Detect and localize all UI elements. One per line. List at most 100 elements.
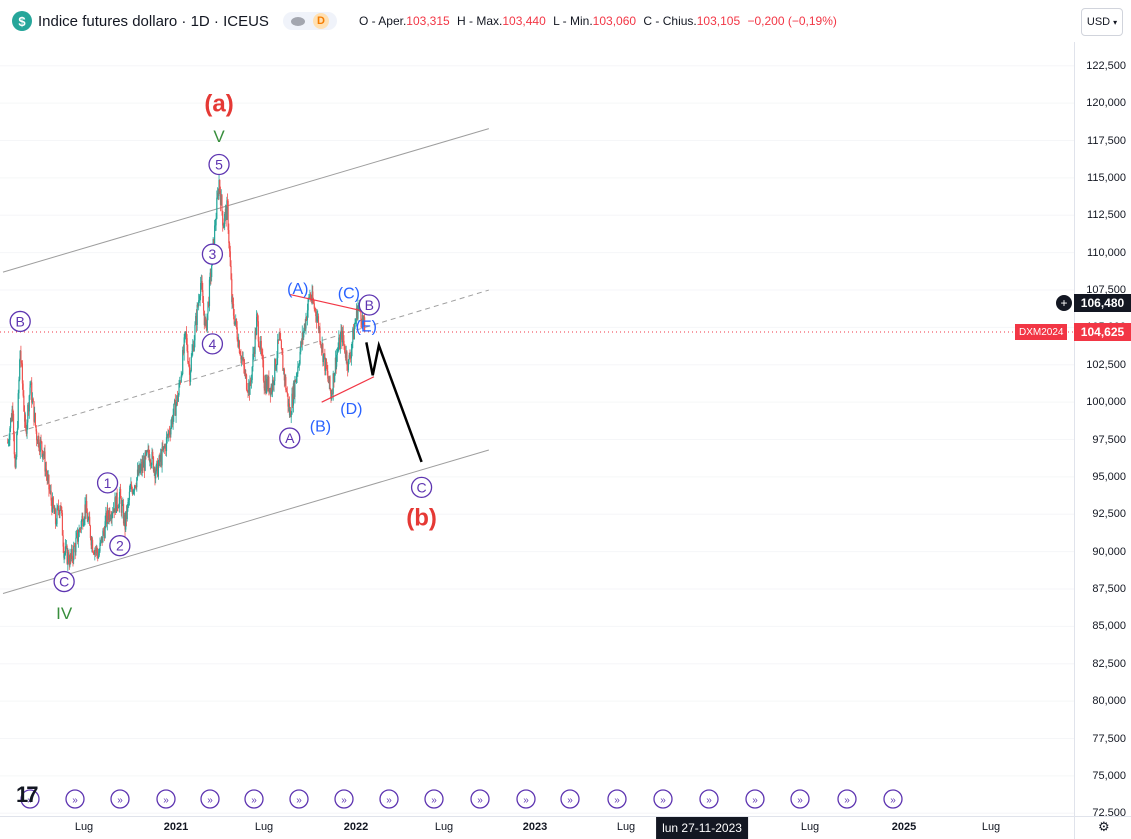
event-marker-arrow: » [752,795,758,806]
visibility-toggle[interactable]: D [282,12,337,30]
candle-body [234,321,236,325]
candle-body [351,342,353,350]
candle-body [124,515,126,530]
candle-body [272,379,274,386]
candle-body [10,418,12,421]
candle-body [226,200,228,220]
candle-body [332,373,334,394]
candle-body [90,537,92,546]
candle-body [86,512,89,522]
candle-body [200,280,202,284]
tradingview-logo[interactable]: 17 [16,782,39,807]
dividends-badge[interactable]: D [312,13,329,29]
eye-icon[interactable] [290,16,305,26]
candle-body [194,324,196,341]
candle-body [344,352,347,358]
candle-body [120,498,122,513]
event-marker-icon [699,789,719,809]
candle-body [232,303,235,316]
candle-body [42,453,44,458]
candle-body [65,545,67,547]
candle-body [256,317,258,335]
candle-body [140,463,143,472]
candle-body [250,379,253,382]
candle-body [346,351,348,365]
candle-body [51,497,54,512]
candle-body [159,455,161,462]
candle-body [263,388,266,391]
event-marker-arrow: » [163,795,169,806]
candle-body [310,294,312,300]
candle-body [112,512,114,514]
wave-circle-3 [201,243,224,265]
candle-body [294,379,296,397]
wave-circle-A [279,427,301,449]
candle-body [12,409,14,414]
candle-body [136,477,138,488]
candle-body [88,516,90,520]
candle-body [24,411,26,422]
candle-body [24,419,27,428]
candle-body [222,211,224,226]
wave-label-V: V [213,127,225,146]
candle-body [283,369,285,381]
candle-body [215,218,217,226]
candle-body [262,354,264,361]
candle-body [117,506,119,508]
candle-body [54,509,56,514]
candle-body [178,383,180,395]
candle-body [140,463,142,469]
candle-body [72,558,74,561]
open-value: 103,315 [406,14,450,28]
candle-body [157,461,159,477]
candle-body [266,378,268,393]
wave-label-(a): (a) [204,91,233,118]
candle-body [260,340,262,352]
triangle-line-0 [290,293,370,314]
channel-line-upper [2,128,489,273]
event-marker-icon [244,789,264,809]
gear-icon[interactable]: ⚙ [1098,819,1110,834]
wave-circle-C [53,570,75,593]
candle-body [216,197,218,219]
candle-body [157,464,160,477]
wave-circle-5 [208,153,230,176]
candle-body [185,331,187,333]
candle-body [136,469,139,478]
symbol-title[interactable]: Indice futures dollaro · 1D · ICEUS [38,12,269,30]
price-tick: 100,000 [1086,396,1126,409]
candle-body [176,395,178,405]
event-marker-icon [470,789,490,809]
candle-body [67,552,70,563]
candle-body [232,297,234,304]
candle-body [87,519,89,522]
price-tick: 75,000 [1092,769,1126,782]
candle-body [168,431,170,436]
candle-body [286,391,288,394]
price-axis[interactable]: 122,500 120,000 117,500 115,000 112,500 110,0… [1074,42,1131,819]
candle-body [290,414,292,418]
event-marker-arrow: » [890,795,896,806]
candle-body [160,454,162,462]
candle-body [291,393,293,415]
candle-body [280,339,282,341]
event-marker-arrow: » [431,795,437,806]
candle-body [167,434,169,436]
currency-selector[interactable]: USD ▾ [1081,8,1123,36]
candle-body [118,497,120,508]
time-axis[interactable]: Lug 2021 Lug 2022 Lug 2023 Lug Lug 2025 Lug lun 27… [0,816,1074,839]
chevron-down-icon: ▾ [1113,17,1118,27]
candle-body [283,369,285,371]
candle-body [319,327,321,343]
candle-body [14,454,16,467]
candle-body [13,434,15,455]
candle-body [33,401,35,422]
candle-body [214,225,216,227]
add-alert-plus-icon[interactable]: + [1055,294,1073,312]
candle-body [259,340,262,350]
candle-body [320,345,323,349]
candle-body [174,400,176,404]
candle-body [347,364,349,371]
candle-body [66,545,68,564]
